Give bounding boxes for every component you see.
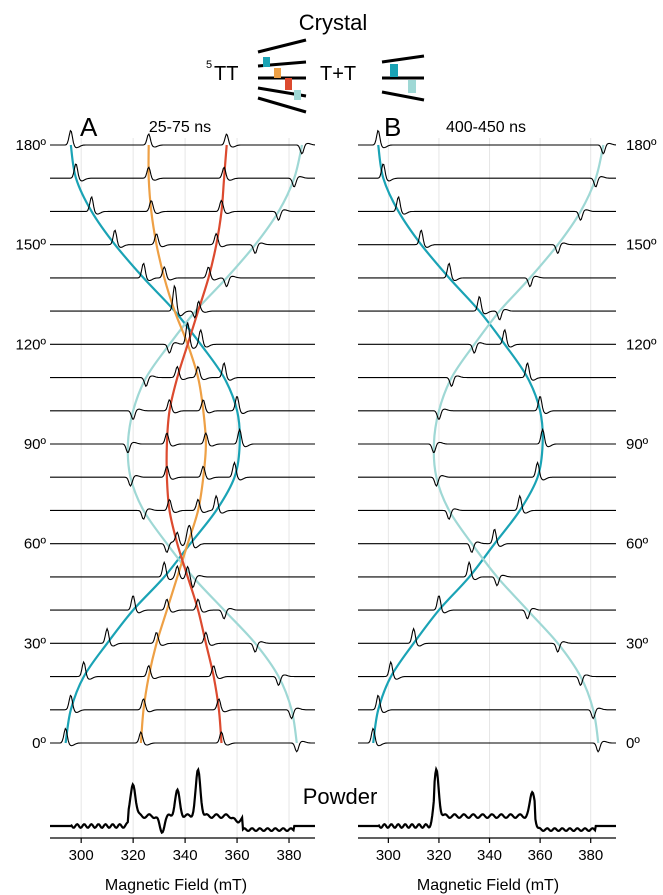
powder-spectrum xyxy=(358,765,616,833)
angle-label-left: 180º xyxy=(15,137,46,154)
trace-70deg xyxy=(50,494,315,520)
track-teal xyxy=(64,144,241,744)
state-5tt-label: TT xyxy=(214,63,238,85)
x-tick-label-320: 320 xyxy=(426,847,451,864)
panel-a-label: A xyxy=(80,112,98,142)
panel-b-gridlines xyxy=(387,138,592,840)
trace-0deg xyxy=(50,727,315,753)
trace-180deg xyxy=(50,129,316,155)
trace-100deg xyxy=(358,396,616,420)
trace-110deg xyxy=(358,362,616,388)
trace-50deg xyxy=(50,560,315,589)
trace-90deg xyxy=(50,427,315,454)
x-tick-label-340: 340 xyxy=(173,847,198,864)
trace-20deg xyxy=(50,660,315,687)
trace-180deg xyxy=(358,129,617,155)
trace-140deg xyxy=(358,262,616,288)
trace-80deg xyxy=(50,461,315,488)
angle-label-right: 60º xyxy=(626,536,649,553)
x-tick-label-320: 320 xyxy=(121,847,146,864)
panel-b-title: 400-450 ns xyxy=(446,119,526,136)
panel-b-xlabel: Magnetic Field (mT) xyxy=(417,877,559,894)
panel-a-title: 25-75 ns xyxy=(149,119,211,136)
panel-b: 300 320 340 360 380 B 400-450 ns Magnetic Fi… xyxy=(358,112,617,894)
panel-b-tracks xyxy=(372,144,605,744)
trace-150deg xyxy=(50,229,315,254)
trace-120deg xyxy=(358,328,616,354)
x-tick-label-360: 360 xyxy=(528,847,553,864)
trace-110deg xyxy=(50,362,315,388)
trace-10deg xyxy=(50,694,315,720)
x-tick-label-360: 360 xyxy=(225,847,250,864)
track-light_teal xyxy=(432,144,605,744)
trace-160deg xyxy=(358,195,616,221)
state-tt-label: T+T xyxy=(320,63,356,85)
trace-30deg xyxy=(358,627,616,653)
track-light_teal xyxy=(126,144,304,744)
panel-b-traces xyxy=(358,129,617,753)
trace-60deg xyxy=(50,524,315,553)
angle-label-left: 90º xyxy=(24,436,47,453)
tt-level-diagram xyxy=(381,54,425,102)
trace-40deg xyxy=(50,595,315,620)
angle-label-left: 60º xyxy=(24,536,47,553)
panel-a-gridlines xyxy=(80,138,290,840)
track-red xyxy=(165,144,228,744)
panel-b-powder xyxy=(358,765,616,833)
trace-160deg xyxy=(50,195,315,221)
trace-30deg xyxy=(50,627,315,653)
angle-label-right: 150º xyxy=(626,237,657,254)
trace-120deg xyxy=(50,322,315,354)
panel-b-label: B xyxy=(384,112,401,142)
powder-label: Powder xyxy=(303,784,378,809)
panel-a: 300 320 340 360 380 A 25-75 ns Magnetic Fiel… xyxy=(50,112,316,894)
trace-90deg xyxy=(358,427,616,454)
panel-a-powder xyxy=(50,766,315,835)
x-tick-label-380: 380 xyxy=(277,847,302,864)
trace-130deg xyxy=(50,284,315,319)
x-tick-label-340: 340 xyxy=(477,847,502,864)
angle-label-right: 120º xyxy=(626,336,657,353)
trace-20deg xyxy=(358,660,616,687)
trace-70deg xyxy=(358,494,616,520)
angle-label-left: 30º xyxy=(24,635,47,652)
trace-170deg xyxy=(358,163,616,188)
trace-140deg xyxy=(50,262,315,288)
trace-50deg xyxy=(358,560,616,587)
angle-axis-right: 0º 30º 60º 90º 120º 150º 180º xyxy=(626,137,657,752)
angle-label-right: 30º xyxy=(626,635,649,652)
angle-label-left: 0º xyxy=(32,735,46,752)
trace-10deg xyxy=(358,694,616,720)
trace-60deg xyxy=(358,528,616,553)
powder-spectrum xyxy=(50,766,315,835)
panel-a-tracks xyxy=(64,144,304,744)
trace-100deg xyxy=(50,396,315,420)
trace-170deg xyxy=(50,163,315,188)
trace-130deg xyxy=(358,295,616,321)
figure-title: Crystal xyxy=(299,10,367,35)
angle-label-right: 180º xyxy=(626,137,657,154)
x-tick-label-300: 300 xyxy=(69,847,94,864)
trace-0deg xyxy=(358,727,616,753)
angle-label-left: 150º xyxy=(15,237,46,254)
state-5tt-superscript: 5 xyxy=(206,59,212,71)
angle-label-right: 90º xyxy=(626,436,649,453)
trace-80deg xyxy=(358,461,616,488)
panel-b-x-axis: 300 320 340 360 380 xyxy=(358,837,616,864)
5tt-level-diagram xyxy=(257,38,307,114)
panel-a-xlabel: Magnetic Field (mT) xyxy=(105,877,247,894)
angle-label-left: 120º xyxy=(15,336,46,353)
track-orange xyxy=(139,144,208,744)
x-tick-label-300: 300 xyxy=(376,847,401,864)
angle-axis-left: 0º 30º 60º 90º 120º 150º 180º xyxy=(15,137,46,752)
track-teal xyxy=(372,144,544,744)
panel-a-x-axis: 300 320 340 360 380 xyxy=(50,837,315,864)
panel-a-traces xyxy=(50,129,316,753)
trace-40deg xyxy=(358,595,616,620)
angle-label-right: 0º xyxy=(626,735,640,752)
trace-150deg xyxy=(358,229,616,254)
x-tick-label-380: 380 xyxy=(578,847,603,864)
